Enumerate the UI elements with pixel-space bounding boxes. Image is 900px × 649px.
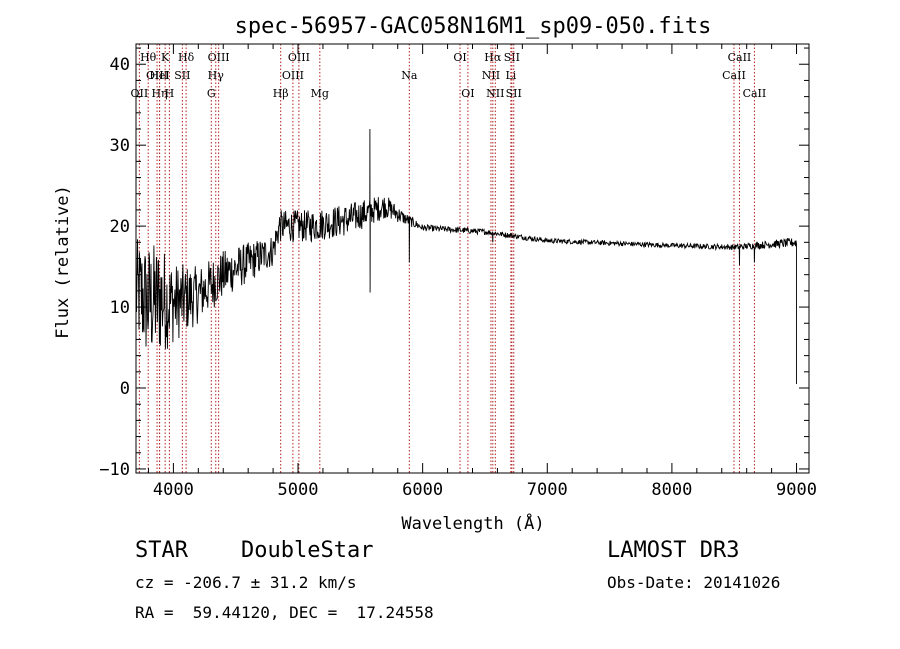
x-tick-label: 6000	[402, 480, 443, 500]
spectral-line-label: OI	[453, 51, 466, 64]
spectral-line-label: SII	[504, 51, 520, 64]
spectral-line-label: OIII	[208, 51, 230, 64]
y-tick-label: 10	[110, 298, 130, 318]
spectral-line-label: Hγ	[208, 69, 225, 82]
redshift-line: cz = -206.7 ± 31.2 km/s	[135, 573, 357, 592]
x-tick-label: 7000	[527, 480, 568, 500]
survey-name: LAMOST DR3	[607, 538, 740, 563]
spectral-line-label: Mg	[311, 87, 329, 100]
spectral-line-label: CaII	[722, 69, 746, 82]
spectral-line-label: CaII	[743, 87, 767, 100]
y-axis-label: Flux (relative)	[53, 185, 73, 339]
spectral-line-label: OI	[461, 87, 474, 100]
spectral-line-label: Hδ	[178, 51, 195, 64]
x-tick-label: 8000	[651, 480, 692, 500]
spectral-line-label: Li	[505, 69, 516, 82]
coordinates: RA = 59.44120, DEC = 17.24558	[135, 603, 434, 622]
spectrum-trace	[135, 128, 797, 384]
axis-ticks: 4000 5000 6000 7000 8000 9000 −10 0 10 20 30 40	[99, 44, 817, 500]
spectral-line-label: Na	[401, 69, 418, 82]
y-tick-label: 30	[110, 136, 130, 156]
y-tick-label: 0	[120, 379, 130, 399]
obs-date: Obs-Date: 20141026	[607, 573, 781, 592]
spectral-line-label: NII	[486, 87, 504, 100]
spectral-line-label: G	[207, 87, 216, 100]
plot-frame	[135, 43, 810, 474]
y-tick-label: 20	[110, 217, 130, 237]
spectral-line-label: Hθ	[140, 51, 157, 64]
spectral-line-label: Hβ	[273, 87, 289, 100]
spectral-line-label: K	[161, 51, 170, 64]
spectral-line-label: CaII	[728, 51, 752, 64]
chart-title: spec-56957-GAC058N16M1_sp09-050.fits	[235, 14, 712, 39]
object-type: STAR	[135, 538, 188, 563]
spectral-line-label: SII	[174, 69, 190, 82]
spectral-line-label: NII	[482, 69, 500, 82]
spectral-line-label: H	[165, 87, 175, 100]
spectral-line-label: OIII	[146, 69, 168, 82]
y-tick-label: 40	[110, 55, 130, 75]
spectral-line-label: SII	[506, 87, 522, 100]
spectrum-line	[135, 128, 797, 384]
x-tick-label: 9000	[776, 480, 817, 500]
x-tick-label: 4000	[153, 480, 194, 500]
spectral-line-label: OII	[131, 87, 149, 100]
spectral-line-label: OIII	[288, 51, 310, 64]
spectral-line-label: OIII	[282, 69, 304, 82]
x-axis-label: Wavelength (Å)	[401, 512, 544, 534]
spectral-line-label: HeI	[149, 69, 169, 82]
x-tick-label: 5000	[278, 480, 319, 500]
spectral-line-label: Hα	[484, 51, 502, 64]
object-subclass: DoubleStar	[241, 538, 374, 563]
y-tick-label: −10	[99, 460, 130, 480]
